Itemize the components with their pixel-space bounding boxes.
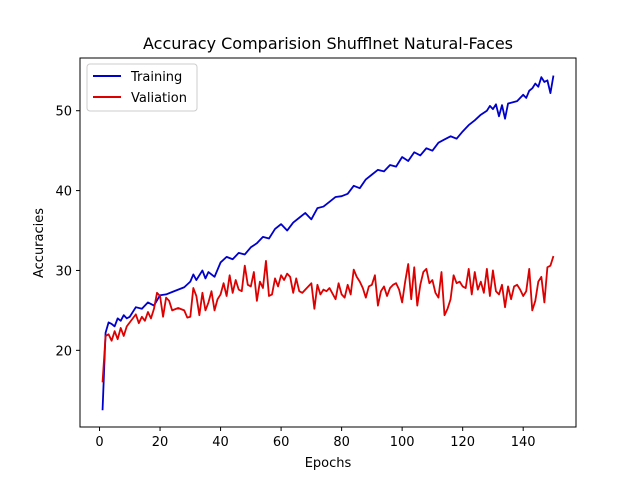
chart-title: Accuracy Comparision Shufflnet Natural-F… (143, 34, 513, 53)
plot-area (101, 75, 555, 411)
y-axis: 20 30 40 50 (55, 105, 80, 359)
x-tick-label: 120 (450, 435, 475, 450)
y-tick-label: 40 (55, 185, 72, 200)
series-line-valiation (101, 255, 555, 383)
x-tick-label: 60 (273, 435, 290, 450)
series-line-training (101, 75, 555, 411)
legend: Training Valiation (86, 63, 198, 112)
y-tick-label: 30 (55, 264, 72, 279)
y-tick-label: 20 (55, 344, 72, 359)
x-axis: 0 20 40 60 80 100 120 140 (95, 427, 536, 450)
x-tick-label: 20 (152, 435, 169, 450)
legend-label-training: Training (130, 70, 182, 85)
y-axis-label: Accuracies (32, 208, 47, 278)
x-tick-label: 0 (95, 435, 103, 450)
x-tick-label: 100 (390, 435, 415, 450)
axes-frame (79, 57, 577, 428)
x-axis-label: Epochs (305, 456, 352, 471)
x-tick-label: 80 (333, 435, 350, 450)
x-tick-label: 140 (511, 435, 536, 450)
y-tick-label: 50 (55, 105, 72, 120)
legend-label-valiation: Valiation (131, 91, 187, 106)
x-tick-label: 40 (212, 435, 229, 450)
